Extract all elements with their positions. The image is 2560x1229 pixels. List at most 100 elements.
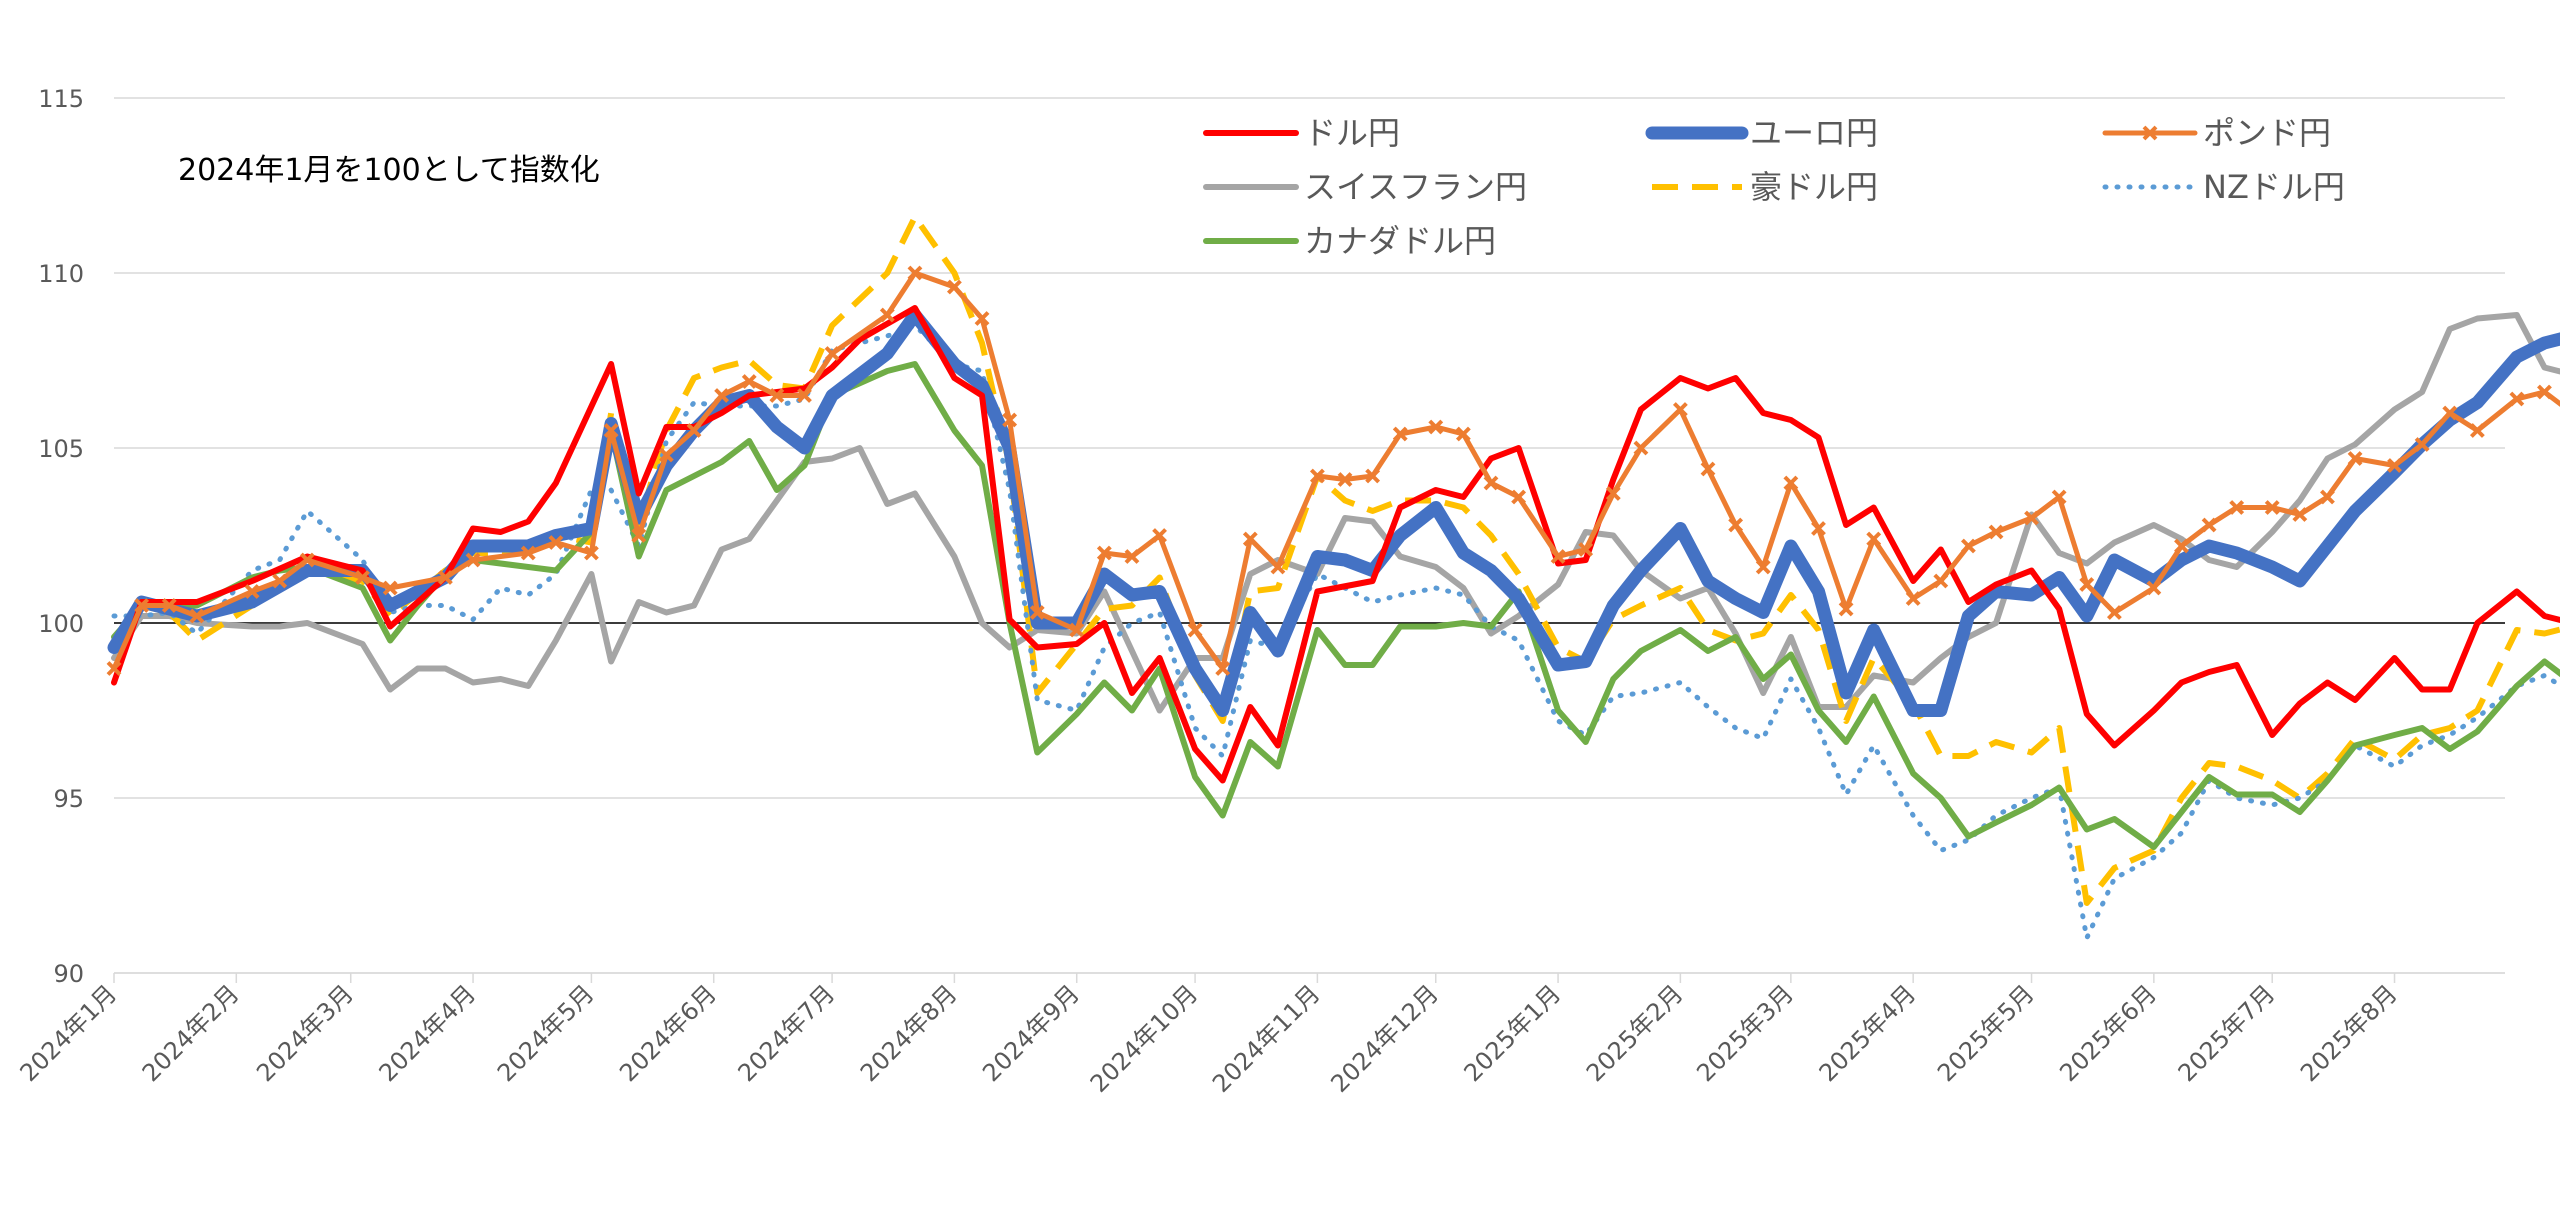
- x-tick-label: 2024年1月: [15, 979, 123, 1087]
- series-marker: [1933, 573, 1949, 589]
- series-marker: [1152, 528, 1167, 543]
- series-marker: [1365, 468, 1381, 484]
- series-marker: [1337, 472, 1353, 487]
- series-marker: [1029, 605, 1045, 620]
- series-marker: [1605, 486, 1621, 501]
- series-marker: [2201, 517, 2217, 533]
- series-line-3: [111, 312, 2560, 714]
- series-marker: [1633, 440, 1649, 456]
- x-tick-label: 2024年9月: [977, 979, 1085, 1087]
- legend-item-3: スイスフラン円: [1203, 168, 1527, 206]
- series-marker: [2387, 458, 2402, 473]
- x-tick-label: 2024年8月: [855, 979, 963, 1087]
- y-tick-label: 90: [53, 960, 84, 988]
- series-marker: [2537, 384, 2552, 400]
- series-marker: [1455, 426, 1471, 442]
- series-marker: [1511, 489, 1527, 505]
- series-marker: [2292, 507, 2308, 522]
- series-marker: [946, 279, 962, 295]
- series-marker: [1215, 661, 1231, 676]
- series-marker: [2106, 605, 2122, 620]
- series-marker: [1069, 622, 1085, 638]
- series-marker: [189, 608, 205, 624]
- legend-item-1: ユーロ円: [1645, 114, 1878, 152]
- series-group: [106, 214, 2560, 941]
- series-marker: [907, 265, 923, 281]
- series-marker: [2146, 580, 2162, 596]
- series-marker: [603, 423, 619, 438]
- series-marker: [520, 545, 536, 561]
- y-tick-label: 115: [38, 85, 84, 113]
- series-marker: [2442, 405, 2458, 421]
- y-axis: 90 95 100 105 110 115: [38, 85, 84, 988]
- series-marker: [974, 311, 990, 326]
- series-marker: [1960, 538, 1976, 554]
- series-marker: [355, 570, 370, 585]
- legend-label: ポンド円: [2203, 114, 2331, 152]
- x-axis: 2024年1月 2024年2月 2024年3月 2024年4月 2024年5月 2024年…: [15, 972, 2505, 1098]
- y-tick-label: 95: [53, 785, 84, 813]
- series-marker: [1700, 461, 1716, 477]
- series-marker: [1866, 531, 1882, 547]
- x-tick-label: 2025年7月: [2173, 979, 2281, 1087]
- series-marker: [797, 388, 812, 403]
- series-marker: [2079, 577, 2095, 592]
- series-marker: [879, 307, 895, 323]
- legend-label: スイスフラン円: [1304, 168, 1527, 206]
- chart-annotation: 2024年1月を100として指数化: [178, 153, 600, 188]
- series-marker: [1187, 622, 1203, 638]
- x-tick-label: 2024年3月: [251, 979, 359, 1087]
- x-tick-label: 2025年6月: [2054, 979, 2162, 1087]
- series-marker: [2051, 489, 2067, 505]
- series-marker: [161, 598, 177, 613]
- series-marker: [2469, 423, 2485, 438]
- series-marker: [2174, 538, 2189, 554]
- series-marker: [2320, 489, 2335, 505]
- legend-label: ドル円: [1304, 114, 1400, 152]
- series-marker: [1309, 468, 1325, 484]
- series-marker: [658, 447, 674, 463]
- x-tick-label: 2024年6月: [614, 979, 722, 1087]
- series-marker: [686, 423, 702, 438]
- series-marker: [1838, 601, 1854, 617]
- series-marker: [465, 552, 481, 568]
- legend-item-5: NZドル円: [2102, 168, 2345, 206]
- series-marker: [244, 584, 260, 599]
- series-marker: [1096, 545, 1112, 561]
- series-marker: [1728, 517, 1744, 533]
- x-tick-label: 2024年7月: [733, 979, 841, 1087]
- legend-label: ユーロ円: [1750, 114, 1878, 152]
- series-marker: [741, 374, 757, 389]
- y-tick-label: 105: [38, 435, 84, 463]
- series-marker: [1672, 402, 1688, 417]
- series-marker: [2024, 510, 2039, 526]
- legend-item-6: カナダドル円: [1203, 222, 1496, 260]
- series-marker: [1428, 419, 1444, 435]
- series-line-0: [111, 305, 2560, 784]
- series-marker: [382, 580, 398, 596]
- series-marker: [2264, 500, 2280, 515]
- series-line-6: [111, 361, 2560, 850]
- x-tick-label: 2025年4月: [1814, 979, 1922, 1087]
- series-marker: [1783, 475, 1799, 491]
- series-marker: [769, 388, 785, 403]
- series-marker: [2509, 391, 2525, 407]
- y-tick-label: 100: [38, 610, 84, 638]
- series-marker: [631, 528, 647, 543]
- series-marker: [299, 552, 315, 568]
- series-marker: [1905, 591, 1921, 606]
- series-marker: [2414, 437, 2430, 452]
- x-tick-label: 2025年1月: [1459, 979, 1567, 1087]
- series-marker: [1392, 426, 1408, 442]
- series-marker: [1242, 531, 1258, 547]
- series-marker: [272, 573, 288, 589]
- series-marker: [134, 598, 150, 613]
- legend-item-4: 豪ドル円: [1652, 168, 1878, 206]
- series-marker: [2229, 500, 2245, 515]
- series-marker: [1483, 475, 1499, 491]
- x-tick-label: 2024年2月: [137, 979, 245, 1087]
- x-tick-label: 2025年8月: [2295, 979, 2403, 1087]
- series-marker: [438, 570, 453, 585]
